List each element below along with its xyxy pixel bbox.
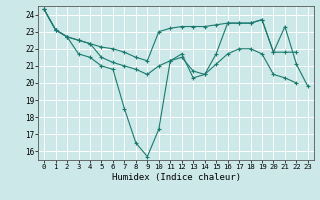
X-axis label: Humidex (Indice chaleur): Humidex (Indice chaleur)	[111, 173, 241, 182]
